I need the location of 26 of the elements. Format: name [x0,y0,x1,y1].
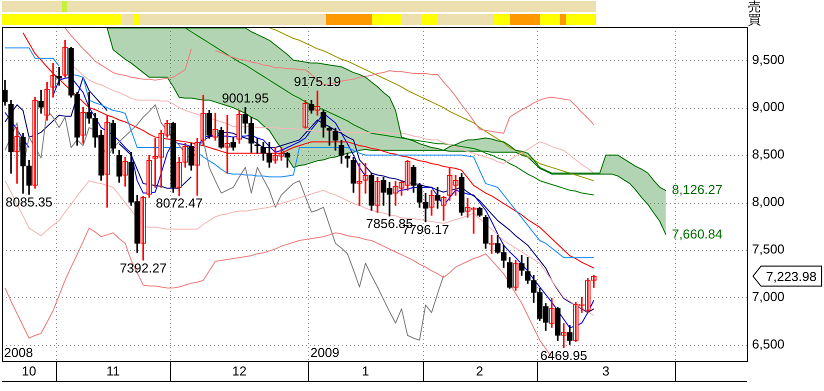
y-tick-label: 6,500 [752,336,785,352]
x-tick-label: 10 [22,363,36,378]
text: 売 [748,0,761,14]
x-tick-label: 11 [106,363,120,378]
y-tick-label: 9,000 [752,99,785,114]
x-tick-label: 1 [362,363,370,378]
annotation: 7,660.84 [672,226,722,242]
y-tick-label: 7,000 [752,289,785,304]
annotation: 8,126.27 [672,182,722,198]
text: 買 [748,12,761,27]
annotation: 8072.47 [156,196,203,211]
x-tick-label: 3 [602,363,610,378]
annotation: 9175.19 [294,74,341,90]
annotation: 9001.95 [222,90,269,106]
y-tick-label: 9,500 [752,52,785,67]
y-tick-label: 8,000 [752,194,785,210]
annotation: 6469.95 [540,348,588,363]
x-tick-label: 12 [232,363,247,378]
annotation: 2009 [310,345,340,360]
annotation: 7392.27 [120,260,167,276]
y-tick-label: 8,500 [752,146,785,162]
x-tick-label: 2 [476,363,484,378]
annotation: 2008 [4,345,33,360]
annotation: 8085.35 [6,194,53,210]
text: 7,223.98 [766,268,817,284]
y-tick-label: 7,500 [752,242,785,257]
